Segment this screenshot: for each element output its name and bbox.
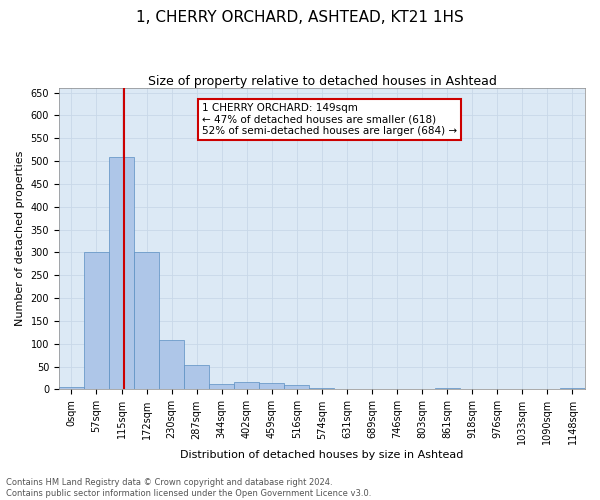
- Text: 1 CHERRY ORCHARD: 149sqm
← 47% of detached houses are smaller (618)
52% of semi-: 1 CHERRY ORCHARD: 149sqm ← 47% of detach…: [202, 103, 457, 136]
- Bar: [359, 388, 385, 390]
- Title: Size of property relative to detached houses in Ashtead: Size of property relative to detached ho…: [148, 75, 496, 88]
- Text: 1, CHERRY ORCHARD, ASHTEAD, KT21 1HS: 1, CHERRY ORCHARD, ASHTEAD, KT21 1HS: [136, 10, 464, 25]
- Y-axis label: Number of detached properties: Number of detached properties: [15, 151, 25, 326]
- X-axis label: Distribution of detached houses by size in Ashtead: Distribution of detached houses by size …: [180, 450, 464, 460]
- Bar: [109, 156, 134, 390]
- Bar: [259, 382, 284, 390]
- Bar: [310, 388, 334, 390]
- Bar: [84, 252, 109, 390]
- Bar: [59, 387, 84, 390]
- Bar: [234, 382, 259, 390]
- Bar: [434, 388, 460, 390]
- Bar: [184, 366, 209, 390]
- Bar: [284, 386, 310, 390]
- Bar: [134, 252, 159, 390]
- Text: Contains HM Land Registry data © Crown copyright and database right 2024.
Contai: Contains HM Land Registry data © Crown c…: [6, 478, 371, 498]
- Bar: [560, 388, 585, 390]
- Bar: [209, 384, 234, 390]
- Bar: [159, 340, 184, 390]
